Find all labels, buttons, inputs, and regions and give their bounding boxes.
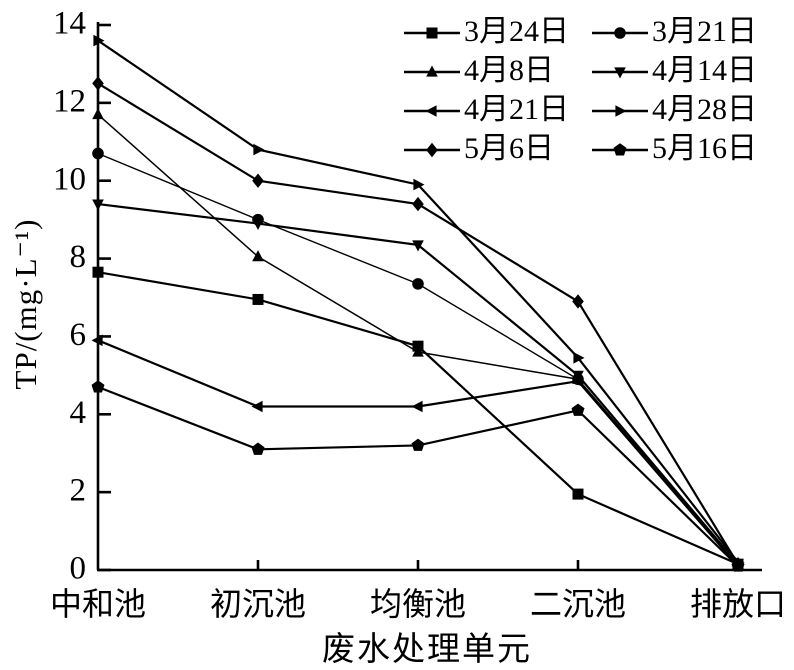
legend-entry: 4月28日 — [592, 93, 757, 126]
series-line — [97, 271, 739, 566]
triangle-right-marker-icon — [615, 105, 627, 117]
legend-entry: 3月21日 — [592, 15, 757, 48]
triangle-up-marker-icon — [412, 345, 424, 357]
legend-label: 4月14日 — [652, 54, 757, 87]
triangle-left-marker-icon — [571, 375, 583, 387]
y-tick-label: 14 — [53, 6, 86, 42]
legend-label: 3月21日 — [652, 15, 757, 48]
triangle-right-marker-icon — [93, 34, 105, 47]
legend-entry: 5月6日 — [404, 132, 554, 165]
legend-label: 5月16日 — [652, 132, 757, 165]
triangle-down-marker-icon — [252, 218, 264, 231]
y-tick-label: 12 — [53, 83, 86, 119]
x-tick-label: 排放口 — [690, 586, 786, 622]
circle-marker-icon — [614, 27, 626, 39]
x-tick-label: 均衡池 — [370, 586, 466, 622]
triangle-left-marker-icon — [411, 400, 423, 413]
series-line — [97, 39, 739, 563]
y-tick-label: 8 — [70, 239, 87, 275]
series-triangle-down — [92, 199, 744, 571]
series-line — [97, 386, 739, 567]
pentagon-marker-icon — [613, 143, 627, 156]
triangle-left-marker-icon — [251, 400, 263, 413]
triangle-left-marker-icon — [91, 334, 103, 347]
diamond-marker-icon — [412, 196, 424, 212]
diamond-marker-icon — [92, 76, 104, 91]
pentagon-marker-icon — [411, 438, 425, 451]
square-marker-icon — [92, 266, 104, 278]
series-line — [97, 82, 739, 565]
legend-label: 4月21日 — [464, 93, 569, 126]
x-axis-title: 废水处理单元 — [322, 632, 532, 668]
legend: 3月24日 3月21日 4月8日 4月14日 4月21日 4月28日 5月6日 5月16日 — [404, 15, 757, 165]
triangle-right-marker-icon — [253, 143, 265, 156]
legend-entry: 4月8日 — [404, 54, 554, 87]
triangle-left-marker-icon — [425, 105, 437, 117]
series-square — [92, 266, 744, 570]
y-tick-label: 4 — [70, 395, 87, 431]
y-tick-label: 6 — [70, 317, 87, 353]
pentagon-marker-icon — [251, 442, 265, 455]
legend-entry: 4月14日 — [592, 54, 757, 87]
triangle-up-marker-icon — [92, 108, 104, 120]
pentagon-marker-icon — [731, 559, 745, 572]
y-tick-label: 0 — [70, 551, 87, 587]
triangle-down-marker-icon — [412, 240, 424, 252]
circle-marker-icon — [412, 278, 424, 290]
series-diamond — [92, 76, 744, 572]
legend-label: 4月8日 — [464, 54, 554, 87]
triangle-up-marker-icon — [426, 65, 438, 77]
x-tick-label: 二沉池 — [530, 586, 626, 622]
series-triangle-right — [93, 34, 745, 569]
diamond-marker-icon — [572, 294, 584, 309]
legend-label: 4月28日 — [652, 93, 757, 126]
square-marker-icon — [252, 293, 264, 305]
diamond-marker-icon — [426, 142, 438, 158]
diamond-marker-icon — [252, 173, 264, 188]
series-line — [97, 202, 739, 565]
triangle-up-marker-icon — [252, 250, 264, 262]
series-pentagon — [91, 380, 745, 572]
square-marker-icon — [426, 27, 438, 39]
y-tick-label: 2 — [70, 473, 87, 509]
legend-entry: 4月21日 — [404, 93, 569, 126]
legend-label: 5月6日 — [464, 132, 554, 165]
y-axis-title: TP/(mg·L⁻¹) — [8, 218, 43, 390]
legend-entry: 3月24日 — [404, 15, 569, 48]
triangle-right-marker-icon — [573, 352, 585, 364]
triangle-down-marker-icon — [572, 370, 584, 382]
y-tick-label: 10 — [53, 161, 86, 197]
triangle-down-marker-icon — [614, 67, 626, 79]
pentagon-marker-icon — [571, 403, 585, 416]
series-triangle-up — [92, 108, 744, 569]
square-marker-icon — [572, 488, 584, 500]
legend-label: 3月24日 — [464, 15, 569, 48]
legend-entry: 5月16日 — [592, 132, 757, 165]
triangle-right-marker-icon — [413, 178, 425, 191]
circle-marker-icon — [92, 147, 104, 160]
x-tick-label: 中和池 — [50, 586, 146, 622]
pentagon-marker-icon — [91, 380, 105, 393]
triangle-down-marker-icon — [92, 199, 104, 211]
x-tick-label: 初沉池 — [210, 586, 306, 622]
